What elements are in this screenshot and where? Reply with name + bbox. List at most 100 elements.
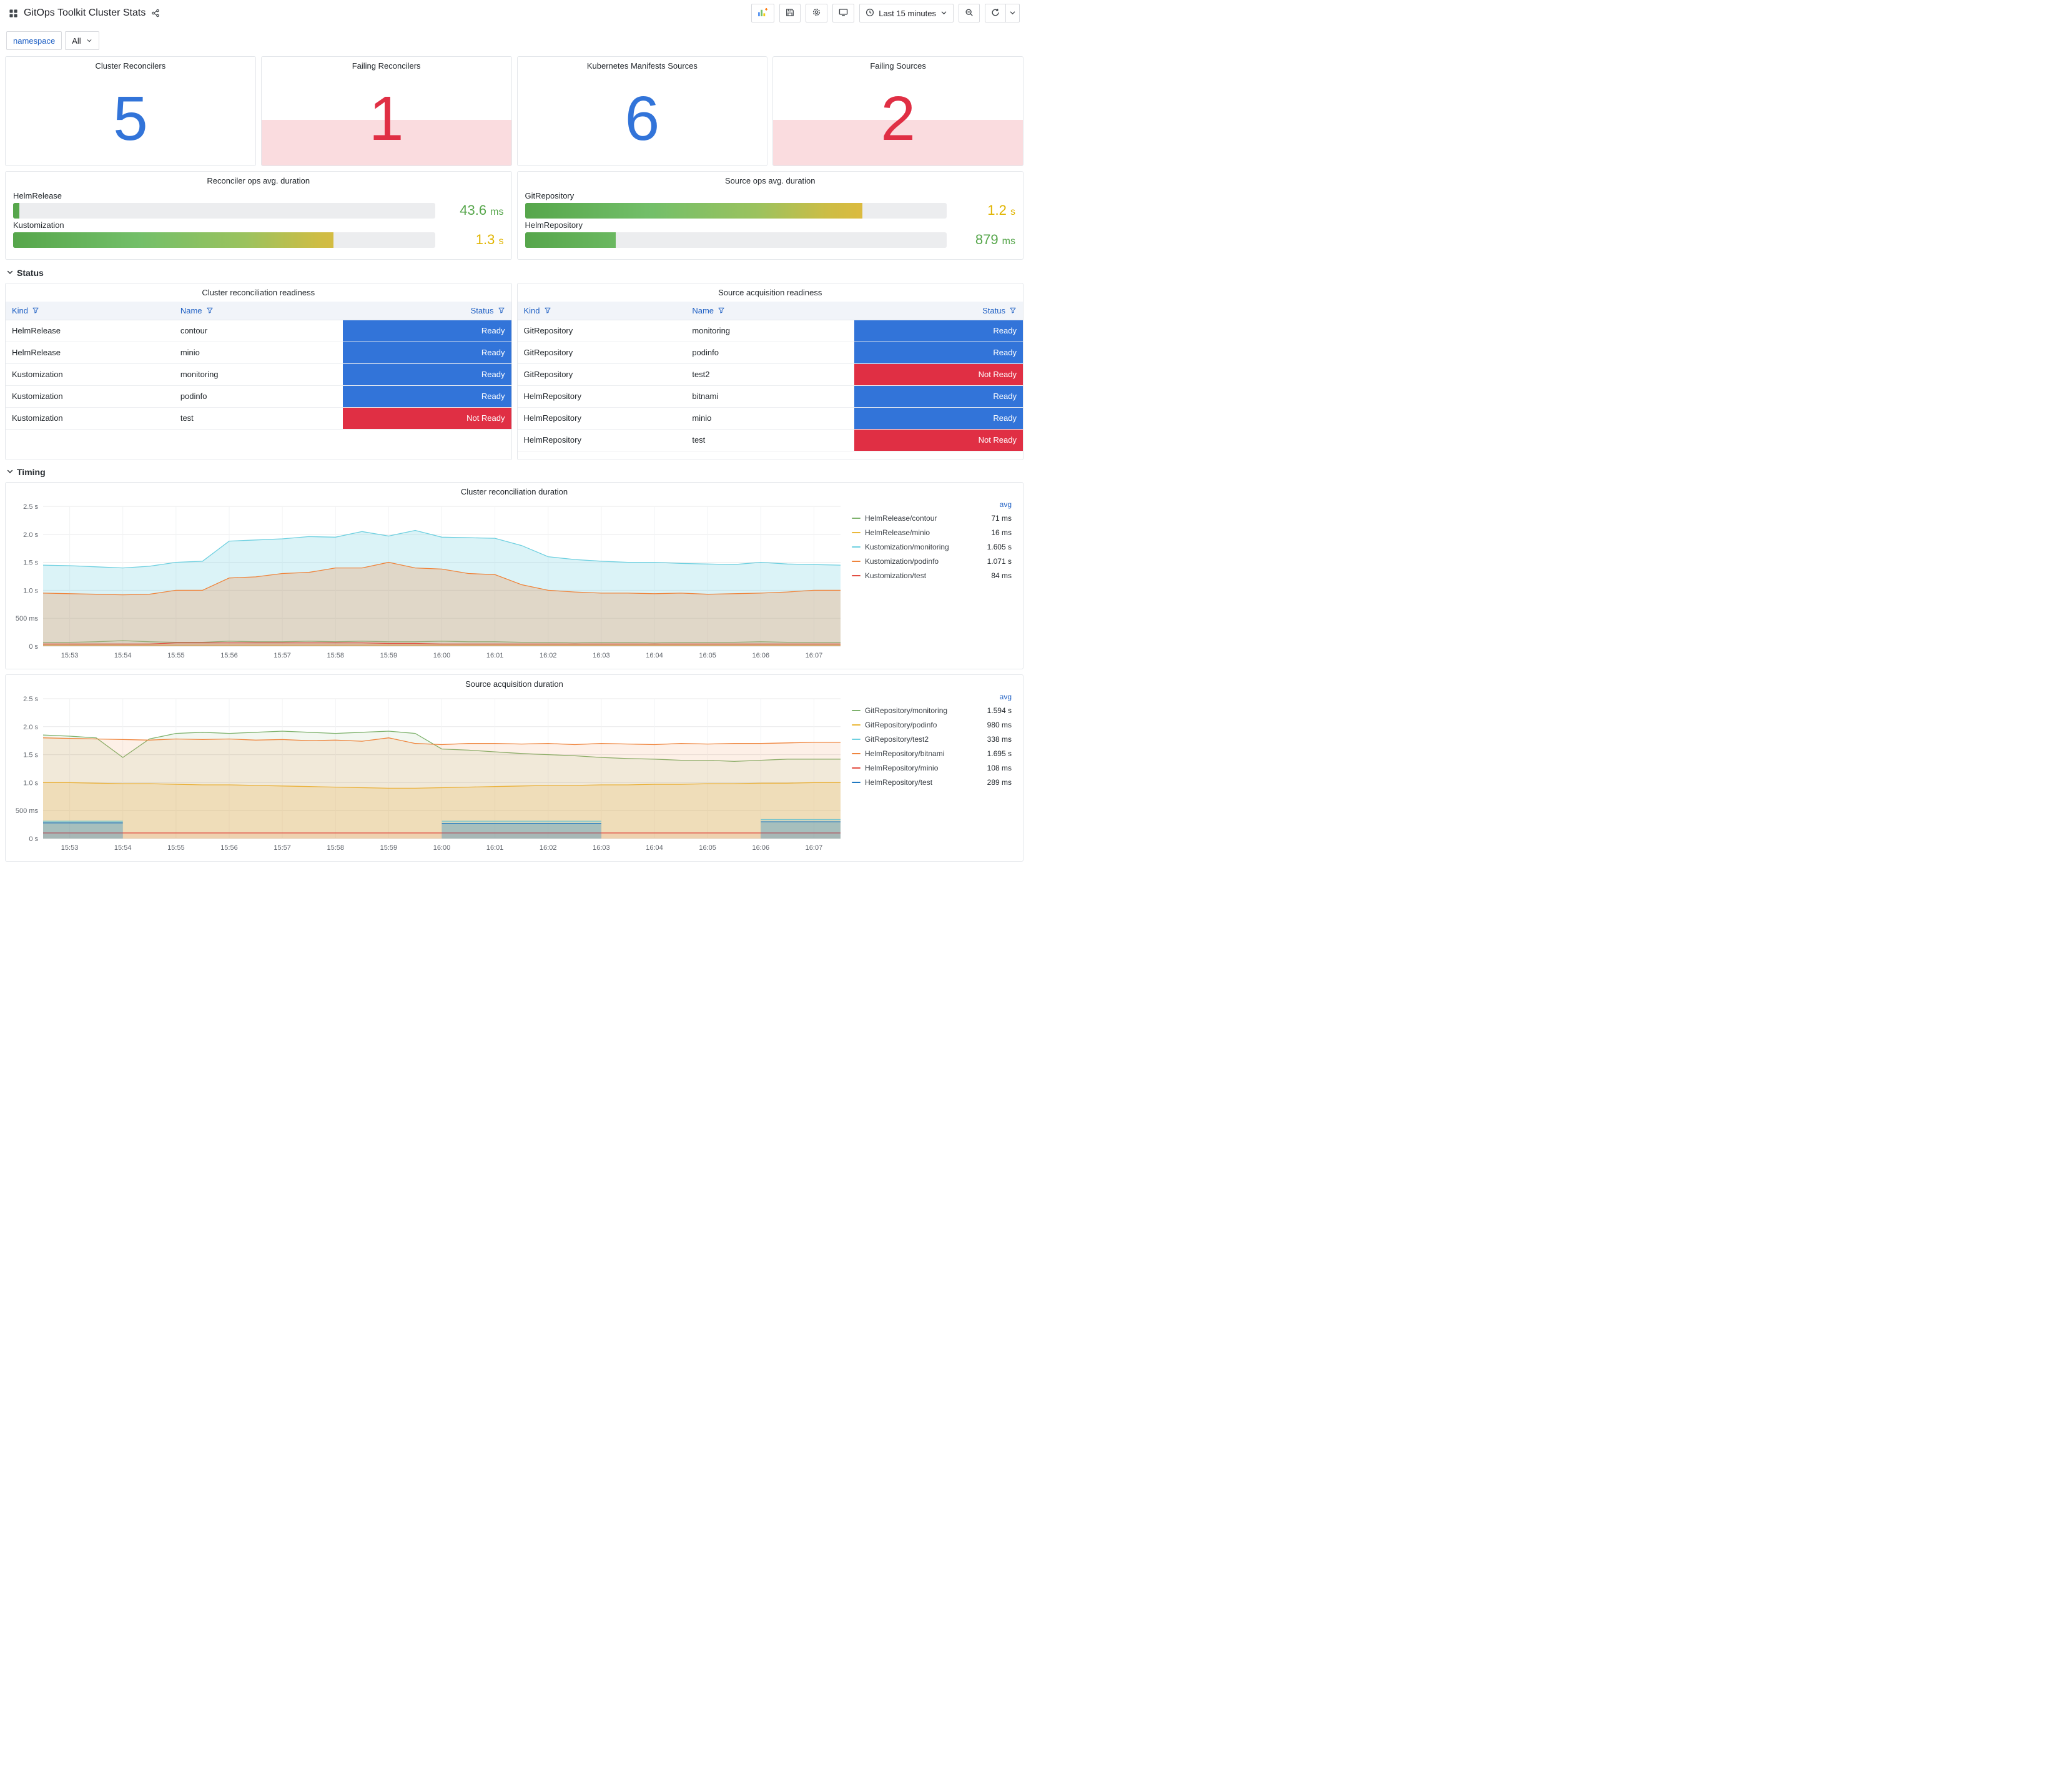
save-dashboard-button[interactable] bbox=[779, 4, 801, 22]
filter-funnel-icon[interactable] bbox=[1009, 307, 1017, 314]
legend-avg-header[interactable]: avg bbox=[999, 500, 1012, 509]
panel-title[interactable]: Source acquisition duration bbox=[465, 679, 563, 689]
cell-kind: HelmRelease bbox=[6, 342, 174, 364]
cell-name: podinfo bbox=[686, 342, 855, 364]
table-panel: Cluster reconciliation readiness Kind Name… bbox=[5, 283, 512, 460]
legend-item[interactable]: GitRepository/monitoring 1.594 s bbox=[852, 703, 1012, 717]
chevron-down-icon bbox=[1009, 9, 1016, 18]
apps-icon[interactable] bbox=[9, 9, 18, 18]
legend-item[interactable]: Kustomization/test 84 ms bbox=[852, 568, 1012, 583]
table-row: Kustomization monitoring Ready bbox=[6, 363, 511, 386]
series-avg-value: 980 ms bbox=[987, 720, 1012, 729]
filter-funnel-icon[interactable] bbox=[206, 307, 214, 314]
legend-item[interactable]: HelmRepository/minio 108 ms bbox=[852, 761, 1012, 775]
series-color-icon bbox=[852, 752, 861, 754]
series-color-icon bbox=[852, 531, 861, 533]
stat-panel: Cluster Reconcilers 5 bbox=[5, 56, 256, 166]
bar-gauge-label: GitRepository bbox=[525, 191, 575, 200]
series-name: HelmRepository/minio bbox=[865, 763, 939, 772]
bar-gauge-track bbox=[13, 232, 435, 248]
svg-text:0 s: 0 s bbox=[29, 643, 38, 651]
table-row: GitRepository test2 Not Ready bbox=[517, 363, 1023, 386]
share-icon[interactable] bbox=[151, 9, 160, 17]
cell-kind: GitRepository bbox=[517, 363, 686, 386]
legend-avg-header[interactable]: avg bbox=[999, 692, 1012, 701]
time-series-plot[interactable]: 0 s 500 ms 1.0 s 1.5 s 2.0 s 2.5 s 15:53 15:54 1… bbox=[8, 691, 847, 855]
legend-item[interactable]: GitRepository/test2 338 ms bbox=[852, 732, 1012, 746]
column-label: Kind bbox=[12, 305, 29, 315]
panel-title[interactable]: Cluster reconciliation readiness bbox=[202, 288, 315, 297]
table-panels-row: Cluster reconciliation readiness Kind Name… bbox=[5, 283, 1024, 460]
series-avg-value: 16 ms bbox=[991, 528, 1012, 537]
column-header-status[interactable]: Status bbox=[342, 302, 511, 320]
time-range-picker[interactable]: Last 15 minutes bbox=[859, 4, 954, 22]
column-header-kind[interactable]: Kind bbox=[6, 302, 174, 320]
refresh-interval-dropdown[interactable] bbox=[1006, 4, 1020, 22]
series-color-icon bbox=[852, 767, 861, 769]
cell-name: minio bbox=[686, 407, 855, 430]
legend-item[interactable]: Kustomization/monitoring 1.605 s bbox=[852, 539, 1012, 554]
bar-gauge-fill bbox=[13, 202, 20, 219]
legend-item[interactable]: HelmRelease/contour 71 ms bbox=[852, 511, 1012, 525]
panel-title[interactable]: Source ops avg. duration bbox=[724, 176, 816, 185]
svg-text:2.5 s: 2.5 s bbox=[23, 696, 38, 703]
dashboard: GitOps Toolkit Cluster Stats Last 15 min… bbox=[0, 0, 1028, 904]
legend-item[interactable]: Kustomization/podinfo 1.071 s bbox=[852, 554, 1012, 568]
panel-title[interactable]: Source acquisition readiness bbox=[718, 288, 822, 297]
stat-value: 1 bbox=[368, 84, 404, 154]
tv-mode-button[interactable] bbox=[832, 4, 855, 22]
panel-title[interactable]: Failing Sources bbox=[870, 61, 926, 71]
column-header-status[interactable]: Status bbox=[854, 302, 1023, 320]
series-name: GitRepository/monitoring bbox=[865, 706, 948, 715]
svg-text:15:57: 15:57 bbox=[274, 844, 291, 852]
filter-funnel-icon[interactable] bbox=[544, 307, 551, 314]
svg-text:15:58: 15:58 bbox=[327, 844, 344, 852]
series-avg-value: 1.071 s bbox=[987, 556, 1012, 566]
stat-panels-row: Cluster Reconcilers 5 Failing Reconcilers 1… bbox=[5, 56, 1024, 166]
panel-title[interactable]: Failing Reconcilers bbox=[352, 61, 421, 71]
legend-item[interactable]: HelmRepository/test 289 ms bbox=[852, 775, 1012, 789]
legend-item[interactable]: GitRepository/podinfo 980 ms bbox=[852, 717, 1012, 732]
status-badge: Ready bbox=[342, 320, 511, 342]
bar-gauge-row: Kustomization 1.3 s bbox=[13, 219, 504, 248]
svg-text:15:56: 15:56 bbox=[220, 844, 238, 852]
panel-title[interactable]: Kubernetes Manifests Sources bbox=[586, 61, 698, 71]
svg-text:16:00: 16:00 bbox=[433, 844, 451, 852]
bar-gauge-value: 1.3 s bbox=[475, 232, 504, 247]
cell-kind: GitRepository bbox=[517, 320, 686, 342]
time-series-plot[interactable]: 0 s 500 ms 1.0 s 1.5 s 2.0 s 2.5 s 15:53 15:54 1… bbox=[8, 499, 847, 662]
column-label: Status bbox=[470, 305, 494, 315]
section-timing[interactable]: Timing bbox=[5, 460, 1024, 482]
readiness-table: Kind Name Status GitRepository monitoring Rea… bbox=[517, 302, 1023, 451]
readiness-table: Kind Name Status HelmRelease contour Ready Hel… bbox=[6, 302, 511, 430]
tv-mode-icon bbox=[839, 7, 848, 19]
table-row: HelmRelease contour Ready bbox=[6, 320, 511, 342]
filter-funnel-icon[interactable] bbox=[718, 307, 725, 314]
panel-title[interactable]: Reconciler ops avg. duration bbox=[207, 176, 310, 185]
svg-text:16:01: 16:01 bbox=[486, 652, 504, 659]
legend-item[interactable]: HelmRelease/minio 16 ms bbox=[852, 525, 1012, 539]
bar-gauge-track bbox=[13, 202, 435, 219]
time-series-svg: 0 s 500 ms 1.0 s 1.5 s 2.0 s 2.5 s 15:53 15:54 1… bbox=[16, 696, 841, 852]
add-panel-button[interactable] bbox=[751, 4, 775, 22]
table-row: Kustomization test Not Ready bbox=[6, 407, 511, 430]
panel-title[interactable]: Cluster Reconcilers bbox=[95, 61, 166, 71]
filter-funnel-icon[interactable] bbox=[498, 307, 505, 314]
legend-item[interactable]: HelmRepository/bitnami 1.695 s bbox=[852, 746, 1012, 761]
zoom-out-button[interactable] bbox=[959, 4, 980, 22]
section-status[interactable]: Status bbox=[5, 261, 1024, 283]
cell-status: Ready bbox=[854, 385, 1023, 408]
cell-name: minio bbox=[174, 342, 343, 364]
panel-title[interactable]: Cluster reconciliation duration bbox=[460, 487, 568, 496]
svg-text:15:55: 15:55 bbox=[167, 652, 185, 659]
zoom-out-icon bbox=[965, 8, 974, 19]
series-color-icon bbox=[852, 560, 861, 562]
refresh-button[interactable] bbox=[985, 4, 1006, 22]
column-header-name[interactable]: Name bbox=[174, 302, 343, 320]
namespace-dropdown[interactable]: All bbox=[65, 31, 99, 50]
column-header-name[interactable]: Name bbox=[686, 302, 855, 320]
column-header-kind[interactable]: Kind bbox=[517, 302, 686, 320]
filter-funnel-icon[interactable] bbox=[32, 307, 39, 314]
table-row: HelmRelease minio Ready bbox=[6, 342, 511, 364]
dashboard-settings-button[interactable] bbox=[806, 4, 828, 22]
